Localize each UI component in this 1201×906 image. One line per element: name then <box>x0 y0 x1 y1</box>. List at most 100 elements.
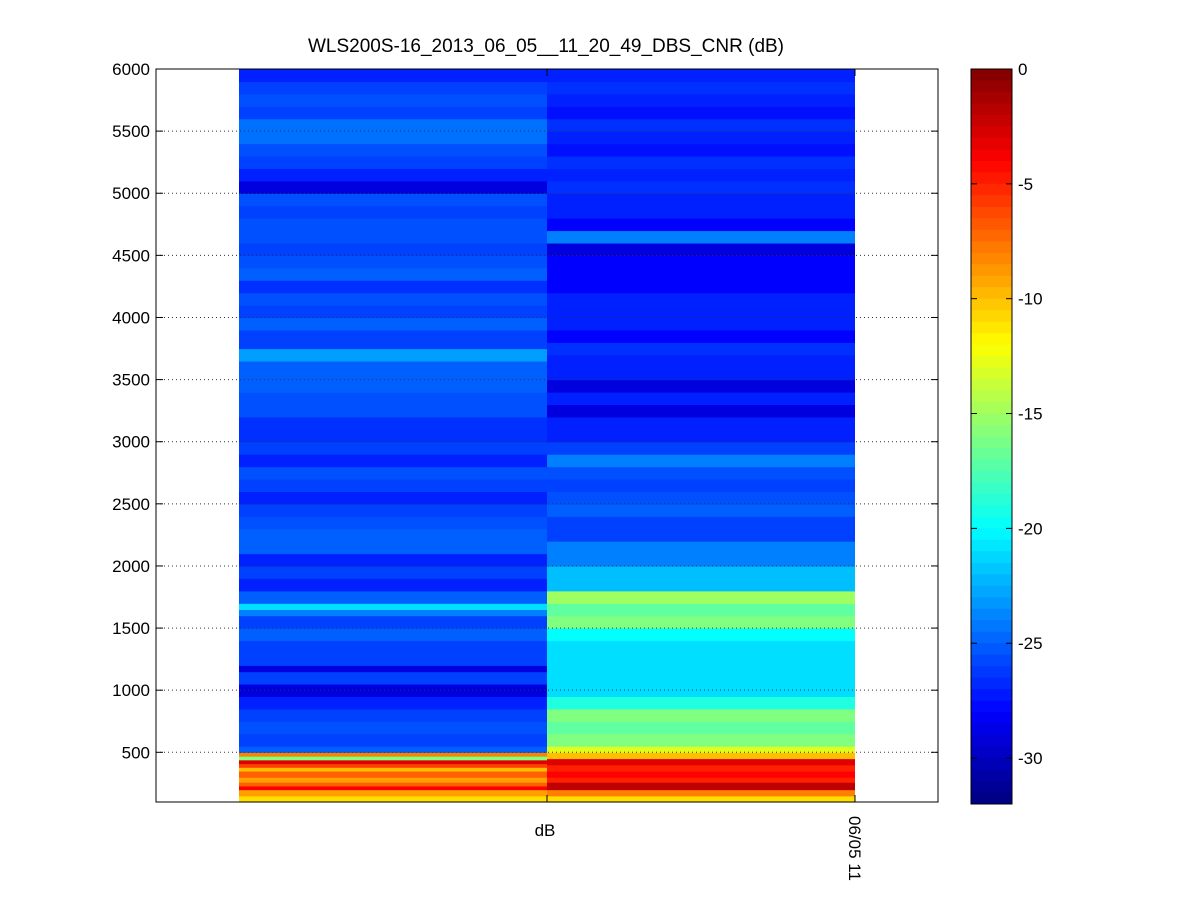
colorbar-segment <box>971 137 1012 150</box>
heatmap-cell <box>239 193 547 207</box>
colorbar-segment <box>971 562 1012 575</box>
heatmap-cell <box>239 416 547 443</box>
colorbar-segment <box>971 700 1012 713</box>
y-tick-label: 3500 <box>112 371 150 390</box>
heatmap-cell <box>547 590 855 604</box>
heatmap-cell <box>547 733 855 747</box>
heatmap-cell <box>239 553 547 567</box>
heatmap-cell <box>547 782 855 791</box>
y-tick-label: 5000 <box>112 184 150 203</box>
colorbar-segment <box>971 425 1012 437</box>
heatmap-cell <box>239 360 547 374</box>
heatmap-cell <box>239 503 547 517</box>
heatmap-cell <box>239 466 547 480</box>
y-tick-label: 4000 <box>112 308 150 327</box>
heatmap-cell <box>547 131 855 145</box>
y-tick-label: 1500 <box>112 619 150 638</box>
colorbar-tick-label: -20 <box>1018 519 1043 538</box>
heatmap-cell <box>239 528 547 555</box>
heatmap-cell <box>239 329 547 350</box>
colorbar-segment <box>971 402 1012 415</box>
y-tick-label: 2500 <box>112 495 150 514</box>
heatmap-cell <box>547 305 855 319</box>
heatmap-cell <box>547 503 855 517</box>
heatmap-cell <box>239 615 547 629</box>
heatmap-cell <box>547 205 855 219</box>
colorbar-frame <box>970 68 1013 805</box>
heatmap-cell <box>239 317 547 331</box>
heatmap-cell <box>547 292 855 306</box>
heatmap-cell <box>547 93 855 107</box>
heatmap-cell <box>239 785 547 791</box>
heatmap-cell <box>239 652 547 666</box>
heatmap-cell <box>547 404 855 418</box>
colorbar-segment <box>971 149 1012 162</box>
colorbar-segment <box>971 516 1012 529</box>
heatmap-cell <box>239 267 547 281</box>
heatmap-cell <box>239 93 547 107</box>
heatmap-cell <box>547 665 855 697</box>
heatmap-cell <box>547 541 855 555</box>
colorbar-segment <box>971 654 1012 667</box>
colorbar-segment <box>971 114 1012 127</box>
heatmap-cell <box>239 106 547 120</box>
heatmap-cell <box>547 758 855 766</box>
colorbar-segment <box>971 459 1012 472</box>
heatmap-cell <box>239 69 547 83</box>
colorbar-segment <box>971 103 1012 116</box>
colorbar-segment <box>971 172 1012 185</box>
colorbar-segment <box>971 505 1012 518</box>
heatmap-cell <box>239 441 547 455</box>
heatmap-cell <box>547 640 855 666</box>
colorbar-segment <box>971 91 1012 104</box>
colorbar-segment <box>971 310 1012 323</box>
heatmap-cell <box>239 756 547 761</box>
heatmap-cell <box>547 354 855 368</box>
heatmap-cell <box>547 578 855 592</box>
colorbar-segment <box>971 539 1012 552</box>
colorbar-segment <box>971 126 1012 139</box>
colorbar-tick-label: -25 <box>1018 634 1043 653</box>
heatmap-cell <box>547 230 855 244</box>
colorbar-segment <box>971 620 1012 633</box>
colorbar-segment <box>971 551 1012 564</box>
heatmap-cell <box>547 255 855 294</box>
heatmap-cell <box>547 392 855 406</box>
heatmap-cell <box>239 348 547 362</box>
colorbar-segment <box>971 413 1012 426</box>
heatmap-cell <box>547 342 855 356</box>
heatmap-cell <box>239 696 547 710</box>
y-tick-label: 5500 <box>112 122 150 141</box>
heatmap-cell <box>239 628 547 642</box>
heatmap-cell <box>239 578 547 592</box>
heatmap-cell <box>239 373 547 393</box>
colorbar-segment <box>971 677 1012 690</box>
colorbar-segment <box>971 298 1012 311</box>
heatmap-cell <box>239 478 547 492</box>
colorbar-segment <box>971 379 1012 392</box>
colorbar-segment <box>971 252 1012 265</box>
colorbar-segment <box>971 206 1012 219</box>
heatmap-cell <box>547 628 855 642</box>
colorbar-segment <box>971 723 1012 736</box>
heatmap-cell <box>239 789 547 797</box>
colorbar-segment <box>971 241 1012 254</box>
heatmap-cell <box>239 665 547 673</box>
heatmap-cell <box>239 454 547 468</box>
heatmap-cell <box>239 708 547 722</box>
heatmap-cell <box>239 763 547 768</box>
heatmap-cell <box>547 180 855 194</box>
heatmap-cell <box>239 218 547 244</box>
colorbar-segment <box>971 712 1012 725</box>
heatmap-cell <box>547 615 855 629</box>
heatmap-cell <box>239 392 547 418</box>
colorbar-segment <box>971 436 1012 449</box>
y-tick-label: 6000 <box>112 60 150 79</box>
heatmap-cell <box>239 143 547 157</box>
colorbar-segment <box>971 574 1012 587</box>
colorbar-segment <box>971 287 1012 300</box>
heatmap-cell <box>239 255 547 269</box>
heatmap-cell <box>547 696 855 710</box>
